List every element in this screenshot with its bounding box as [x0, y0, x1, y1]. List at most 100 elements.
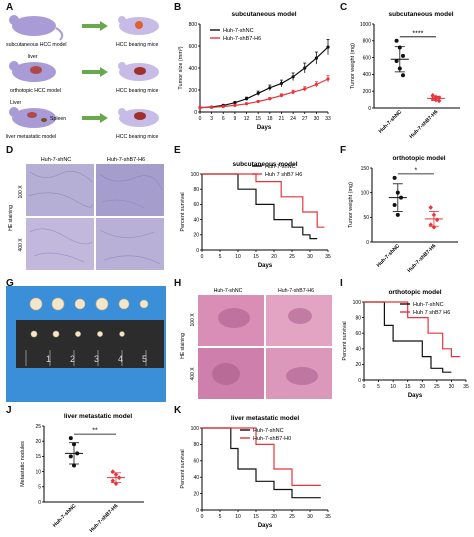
data-point	[291, 90, 295, 94]
mouse-icon	[9, 107, 56, 128]
tumor-photo-panel: 1 2 3 4 5	[6, 286, 166, 402]
y-tick-label: 800	[189, 22, 198, 28]
histology-h-row-label-400x: 400 X	[190, 367, 196, 381]
x-tick-label: 10	[235, 254, 241, 260]
x-tick-label: 25	[289, 514, 295, 520]
histology-d-frame: Huh-7-shNC Huh-7-shB7-H6 100 X 400 X HE …	[8, 157, 164, 270]
panel-label-g: G	[6, 278, 14, 289]
data-point	[428, 205, 433, 210]
chart-title: liver metastatic model	[231, 415, 299, 422]
y-tick-label: 1000	[360, 22, 371, 28]
y-tick-label: 0	[196, 508, 199, 514]
data-point	[303, 66, 307, 70]
x-axis-label: Days	[257, 125, 272, 131]
x-axis-label: Days	[258, 263, 273, 269]
data-point	[431, 224, 437, 230]
data-point	[244, 97, 249, 101]
series-line-1	[202, 427, 321, 486]
significance-label: *	[414, 167, 417, 174]
legend-label-0: Huh-7-shNC	[223, 28, 254, 34]
series-line-1	[364, 301, 461, 358]
x-category-label: Huh-7-shB7-H6	[89, 503, 120, 534]
panel-label-k: K	[174, 405, 182, 416]
chart-e: subcutaneous model 0 5 10 15 20 25 30 35 0 20 40 60 8…	[180, 161, 331, 269]
data-point	[117, 475, 122, 481]
legend-label-1: Huh 7 shB7 H6	[413, 310, 450, 316]
histology-d-side-label: HE staining	[8, 205, 14, 231]
x-tick-label: 0	[201, 514, 204, 520]
y-tick-label: 20	[355, 362, 361, 368]
significance-label: ****	[412, 30, 423, 37]
ruler-mark-4: 4	[118, 354, 123, 364]
y-tick-label: 20	[35, 439, 41, 445]
series-line-1	[199, 78, 329, 109]
x-tick-label: 35	[325, 254, 331, 260]
y-tick-label: 100	[353, 300, 362, 306]
chart-c: subcutaneous model 0 200 400 600 800 1000 Tumor…	[350, 11, 460, 140]
x-tick-label: 9	[234, 116, 237, 122]
data-point	[303, 87, 307, 91]
y-tick-label: 150	[361, 166, 370, 172]
y-tick-label: 400	[189, 66, 198, 72]
data-point	[397, 45, 402, 50]
mouse-icon	[9, 15, 64, 41]
data-point	[392, 203, 397, 207]
organ-label-spleen: Spleen	[50, 116, 66, 122]
y-tick-label: 40	[355, 347, 361, 353]
y-tick-label: 60	[355, 331, 361, 337]
panel-label-i: I	[340, 278, 343, 289]
panel-label-b: B	[174, 2, 182, 13]
series-line-0	[202, 173, 318, 240]
x-tick-label: 15	[253, 514, 259, 520]
mouse-icon	[118, 108, 159, 127]
x-tick-label: 25	[289, 254, 295, 260]
legend-label-1: Huh-7-shB7-H0	[253, 436, 291, 442]
chart-title: subcutaneous model	[231, 11, 296, 18]
x-tick-label: 20	[420, 384, 426, 390]
chart-title: subcutaneous model	[388, 11, 453, 18]
data-point	[68, 436, 73, 441]
schematic-panel: subcutaneous HCC model HCC bearing mice …	[6, 15, 159, 140]
model-label-subcutaneous: subcutaneous HCC model	[6, 42, 67, 48]
data-point	[291, 75, 295, 79]
significance-label: **	[92, 428, 98, 435]
mouse-icon	[118, 16, 159, 35]
histology-h-side-label: HE staining	[180, 333, 186, 359]
y-tick-label: 200	[189, 88, 198, 94]
panel-label-e: E	[174, 145, 181, 156]
data-point	[392, 175, 397, 180]
x-tick-label: 30	[449, 384, 455, 390]
data-point	[433, 94, 439, 100]
x-tick-label: 0	[199, 116, 202, 122]
model-label-orthotopic: orthotopic HCC model	[10, 88, 61, 94]
panel-label-d: D	[6, 145, 14, 156]
x-category-label: Huh-7-shNC	[376, 243, 402, 269]
mouse-icon	[118, 62, 159, 81]
x-tick-label: 18	[267, 116, 273, 122]
histology-image	[96, 164, 164, 216]
x-tick-label: 21	[279, 116, 285, 122]
x-tick-label: 30	[307, 514, 313, 520]
x-tick-label: 20	[271, 254, 277, 260]
x-tick-label: 15	[255, 116, 261, 122]
x-category-label: Huh-7-shNC	[378, 109, 404, 135]
data-point	[233, 101, 237, 105]
histology-d-col-header-shb7: Huh-7-shB7-H6	[107, 157, 145, 163]
y-tick-label: 40	[193, 217, 199, 223]
tumor-photo: 1 2 3 4 5	[6, 286, 166, 402]
histology-image	[96, 218, 164, 270]
outcome-label: HCC bearing mice	[116, 42, 158, 48]
y-tick-label: 40	[193, 475, 199, 481]
x-tick-label: 27	[302, 116, 308, 122]
panel-label-a: A	[6, 2, 14, 13]
chart-k: liver metastatic model 0 5 10 15 20 25 30 35 0 20 4…	[180, 415, 331, 529]
y-tick-label: 20	[193, 491, 199, 497]
y-tick-label: 10	[35, 469, 41, 475]
legend-label-1: Huh-7-shB7-H6	[223, 36, 261, 42]
y-tick-label: 80	[193, 187, 199, 193]
arrow-icon	[82, 21, 108, 31]
model-label-metastatic: liver metastatic model	[6, 134, 56, 140]
ruler-mark-3: 3	[94, 354, 99, 364]
x-tick-label: 35	[325, 514, 331, 520]
y-tick-label: 20	[193, 233, 199, 239]
